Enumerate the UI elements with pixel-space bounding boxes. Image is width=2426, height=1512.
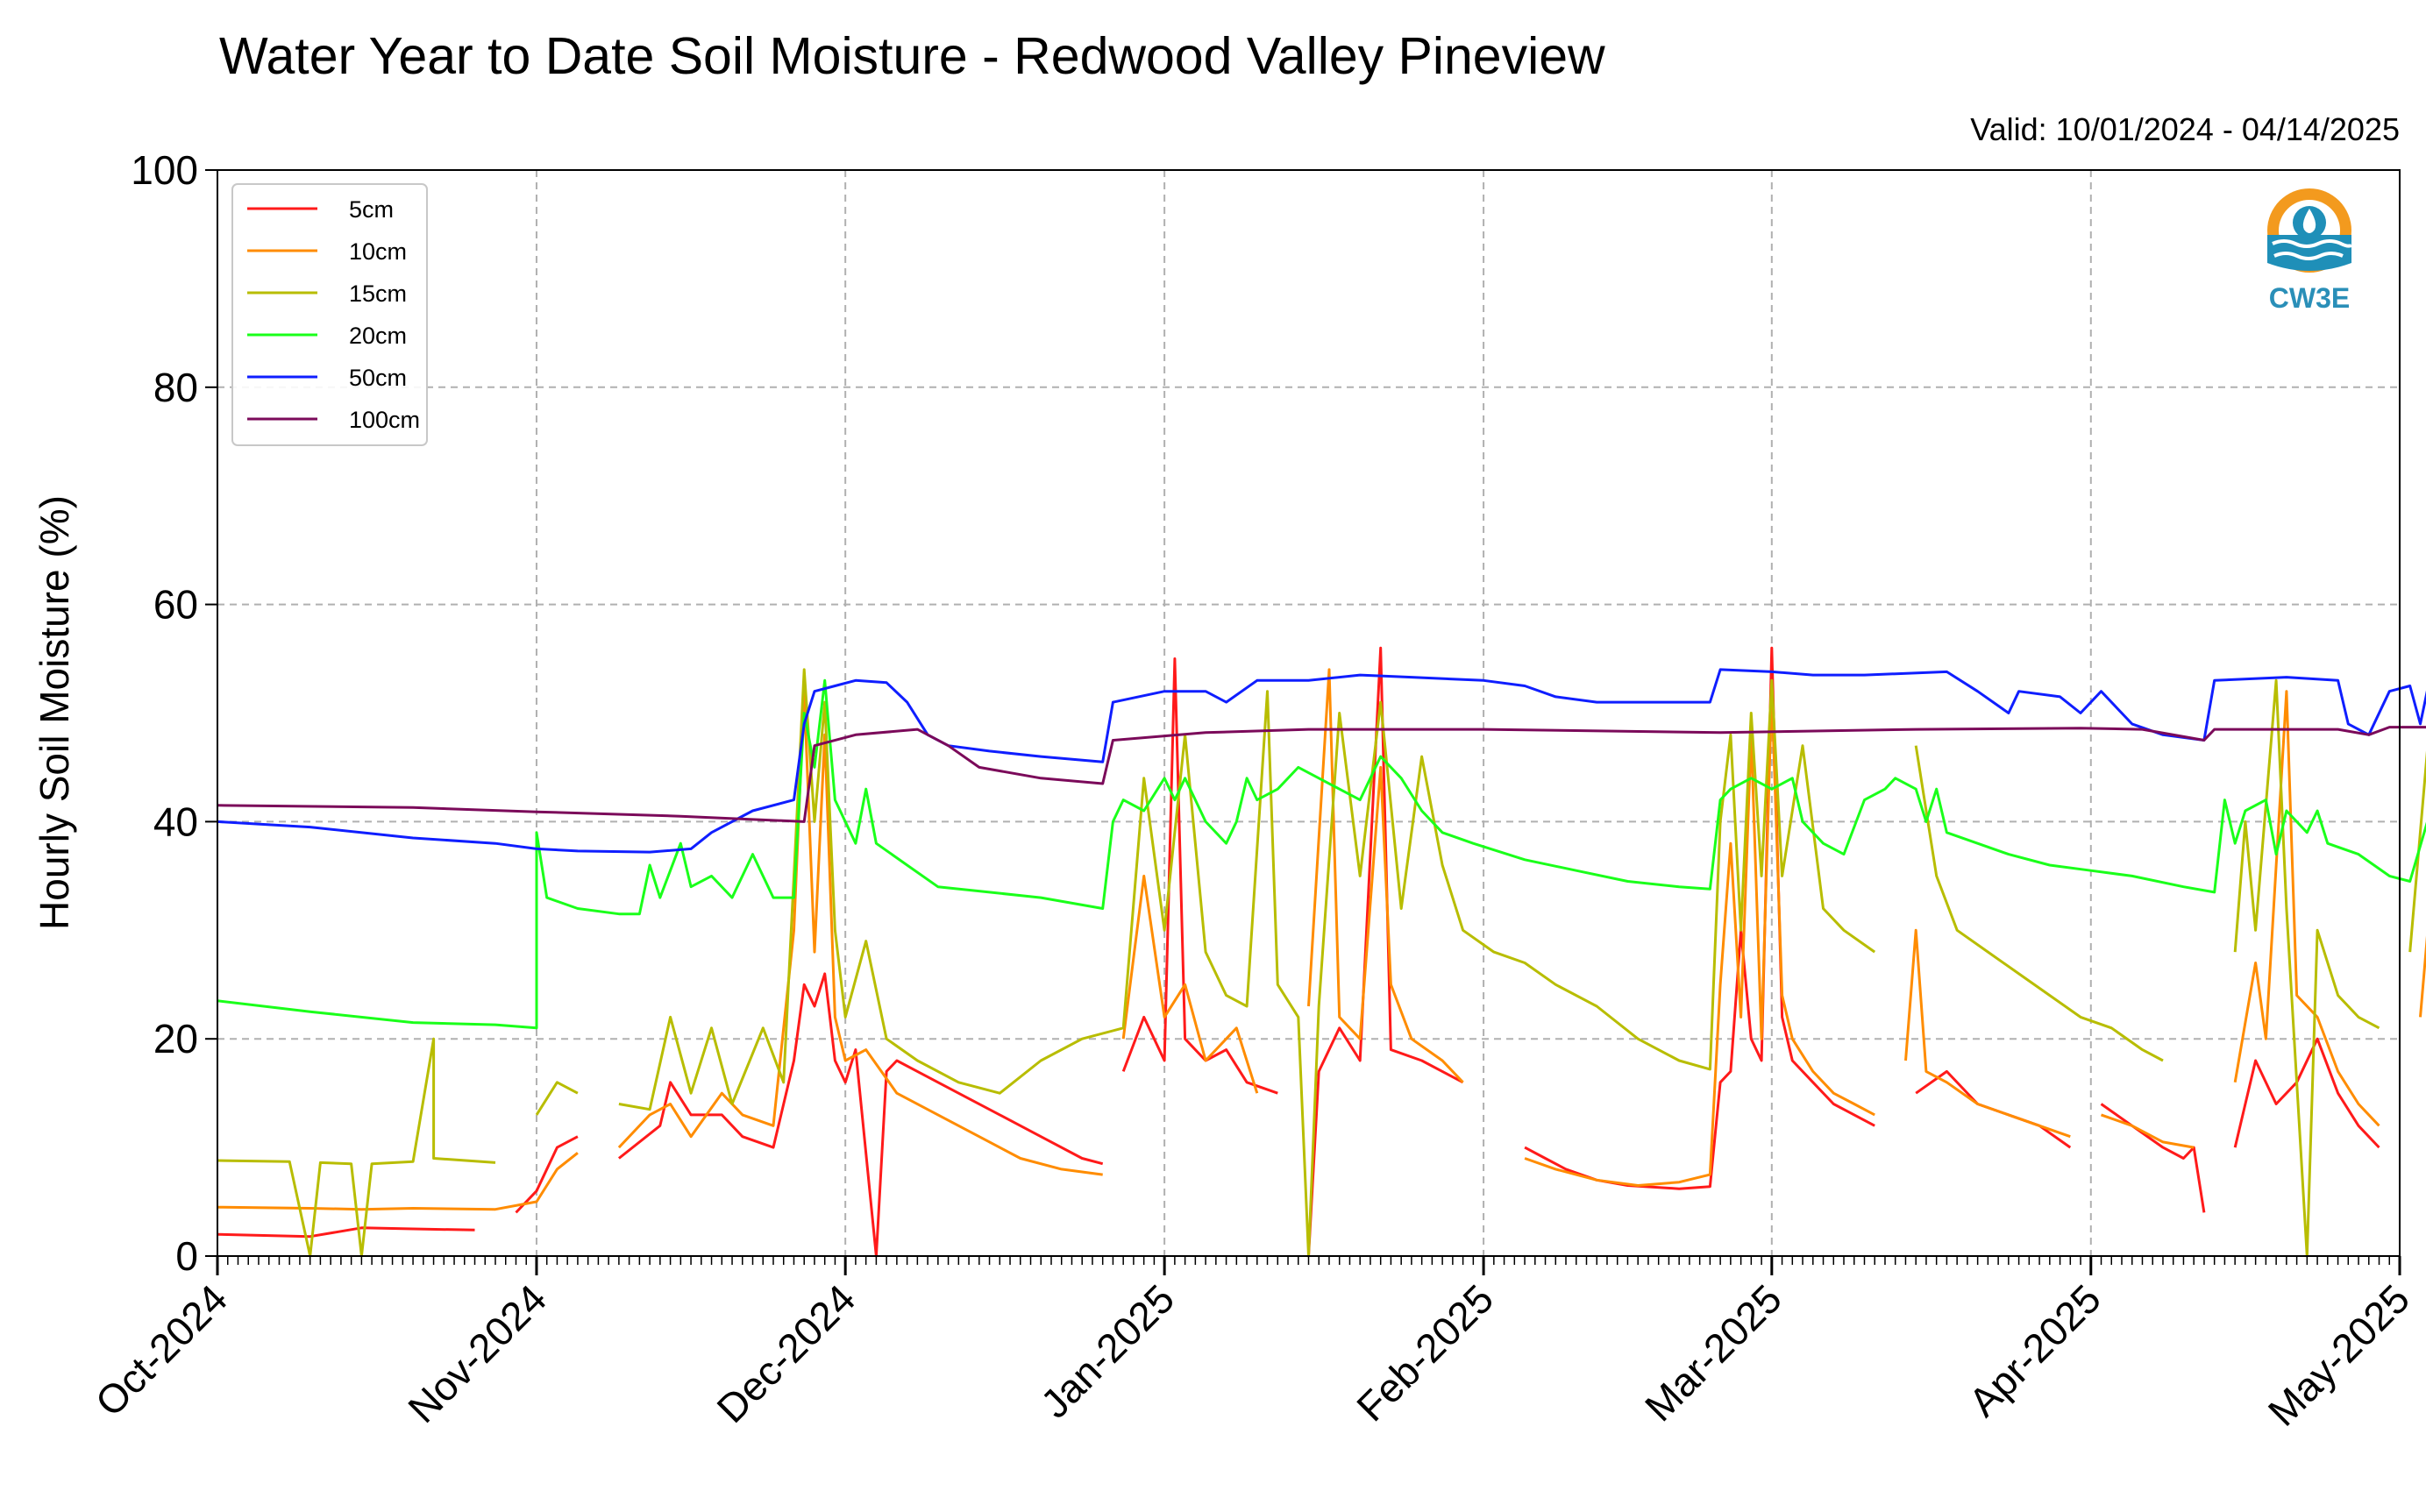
y-tick-label: 40: [153, 799, 198, 844]
y-tick-label: 80: [153, 365, 198, 410]
legend-label: 100cm: [349, 407, 420, 433]
legend-label: 5cm: [349, 196, 394, 223]
series-line-10cm: [217, 668, 2426, 1211]
valid-date-range: Valid: 10/01/2024 - 04/14/2025: [1970, 111, 2400, 147]
y-tick-label: 100: [131, 147, 198, 193]
series-line-50cm: [217, 668, 2426, 854]
y-tick-label: 0: [175, 1233, 198, 1279]
cw3e-logo: CW3E: [2267, 188, 2352, 314]
legend-label: 20cm: [349, 323, 407, 349]
series-line-20cm: [217, 678, 2426, 1030]
y-tick-label: 60: [153, 582, 198, 628]
legend: 5cm 10cm 15cm 20cm 50cm 100cm: [231, 183, 428, 446]
chart-title: Water Year to Date Soil Moisture - Redwo…: [219, 27, 1605, 85]
series-line-100cm: [217, 726, 2426, 823]
legend-label: 50cm: [349, 365, 407, 391]
logo-text: CW3E: [2269, 282, 2350, 314]
y-tick-label: 20: [153, 1016, 198, 1061]
y-axis-label: Hourly Soil Moisture (%): [32, 495, 77, 930]
legend-label: 15cm: [349, 280, 407, 307]
legend-label: 10cm: [349, 238, 407, 265]
